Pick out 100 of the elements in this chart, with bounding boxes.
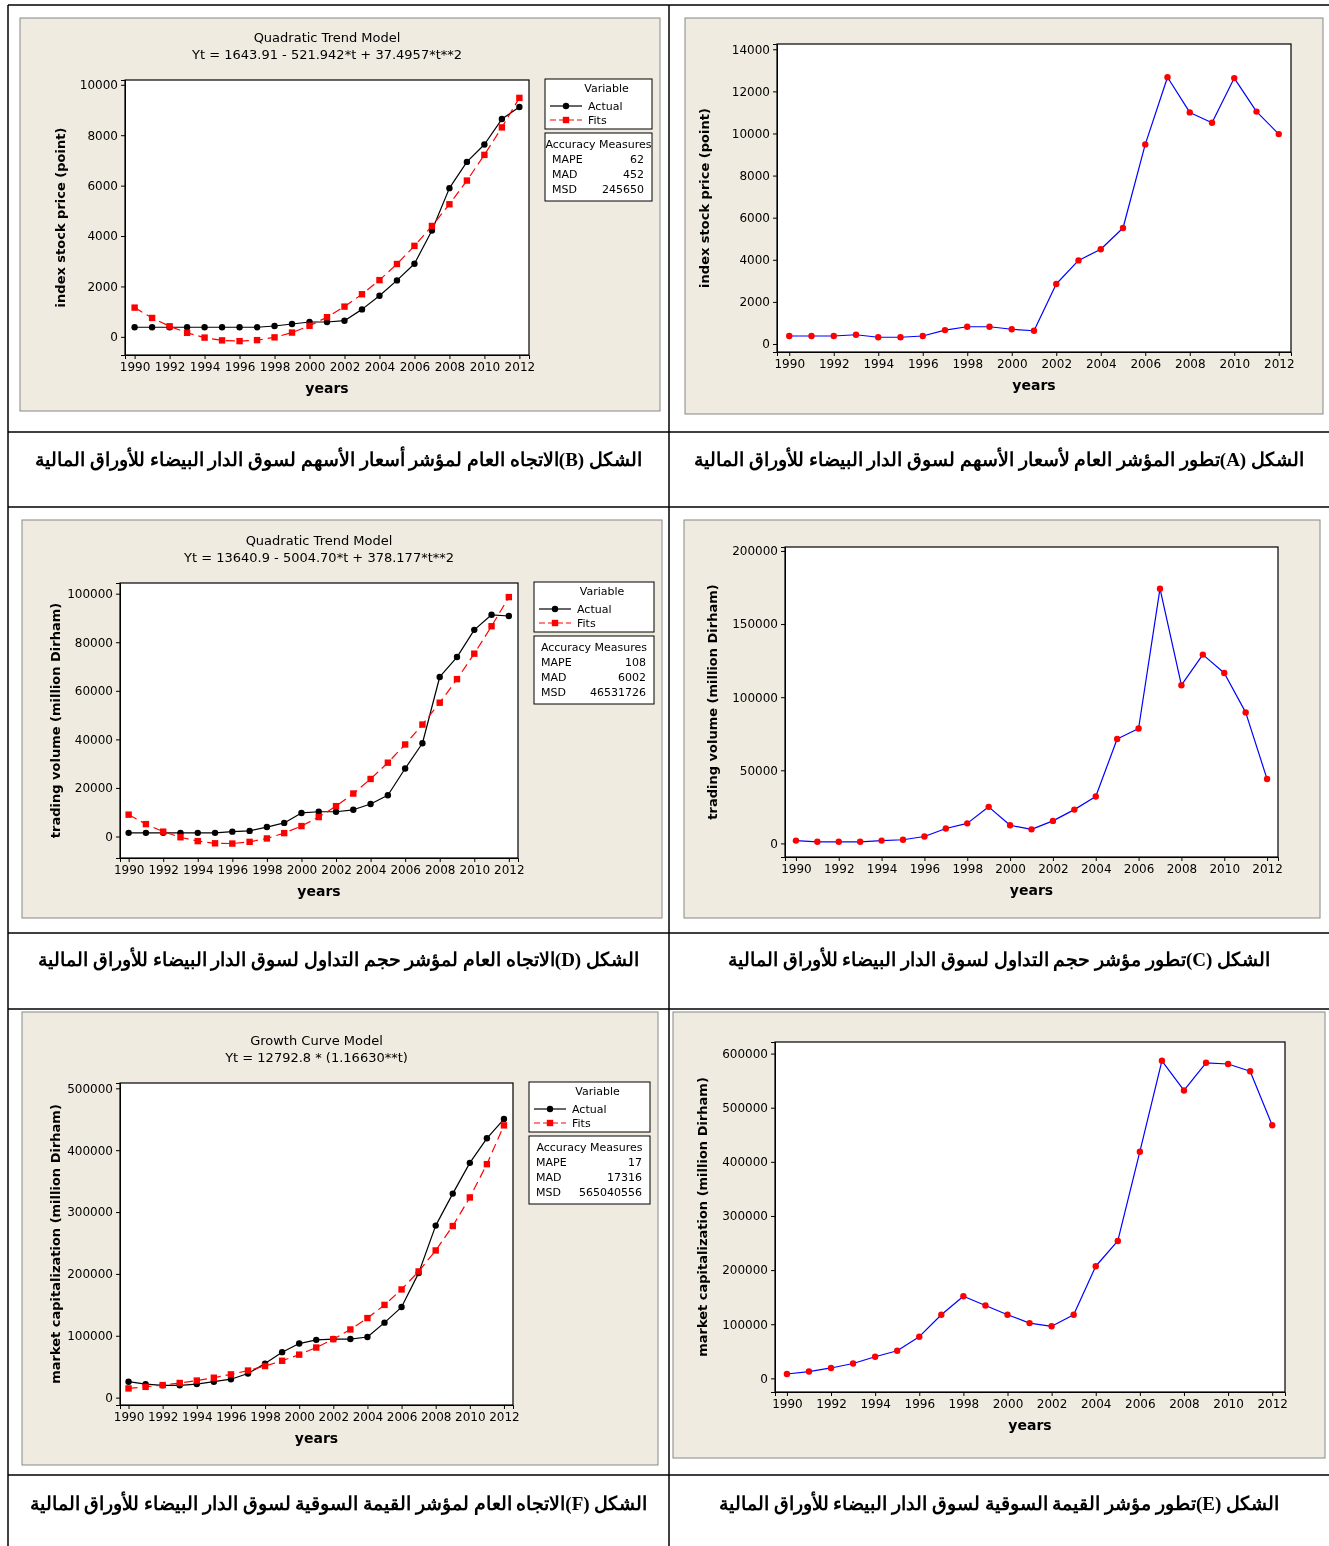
- y-tick-label: 100000: [67, 1329, 113, 1344]
- x-tick-label: 2012: [489, 1409, 520, 1424]
- x-axis-title: years: [1009, 882, 1054, 898]
- y-axis-title: trading volume (million Dirham): [705, 584, 720, 820]
- text: Accuracy Measures: [536, 1141, 643, 1154]
- y-tick-label: 200000: [67, 1267, 113, 1282]
- y-tick-label: 600000: [722, 1046, 768, 1061]
- x-tick-label: 1994: [182, 862, 214, 877]
- y-tick-label: 50000: [739, 763, 778, 778]
- y-tick-label: 6000: [739, 211, 770, 226]
- x-tick-label: 2004: [1085, 356, 1117, 371]
- x-tick-label: 1992: [154, 359, 186, 374]
- x-tick-label: 1994: [189, 359, 221, 374]
- y-tick-label: 4000: [87, 229, 118, 244]
- x-tick-label: 1994: [182, 1409, 213, 1424]
- x-tick-label: 2002: [1038, 861, 1069, 876]
- legend-label: Actual: [572, 1103, 607, 1116]
- y-tick-label: 8000: [739, 168, 770, 183]
- x-tick-label: 2008: [1169, 1396, 1200, 1411]
- y-tick-label: 500000: [67, 1081, 113, 1096]
- x-tick-label: 1990: [781, 861, 812, 876]
- text: الشكل (F)الاتجاه العام لمؤشر القيمة السوقية لسوق الدار البيضاء للأوراق المالية: [28, 1492, 649, 1515]
- chart-title: Quadratic Trend Model: [253, 30, 401, 45]
- y-tick-label: 200000: [732, 544, 778, 559]
- text: MAD 452: [552, 168, 644, 181]
- text: MAD 17316: [536, 1171, 642, 1184]
- y-axis-title: market capitalization (million Dirham): [695, 1077, 710, 1357]
- x-tick-label: 1990: [113, 862, 145, 877]
- y-tick-label: 400000: [722, 1155, 768, 1170]
- x-tick-label: 2002: [329, 359, 361, 374]
- x-tick-label: 1996: [216, 1409, 247, 1424]
- y-tick-label: 100000: [732, 690, 778, 705]
- x-tick-label: 2008: [1166, 861, 1198, 876]
- legend-title: Variable: [579, 585, 625, 598]
- text: الشكل (D)الاتجاه العام لمؤشر حجم التداول لسوق الدار البيضاء للأوراق المالية: [37, 948, 640, 971]
- y-tick-label: 300000: [722, 1209, 768, 1224]
- x-axis-title: years: [1012, 377, 1056, 393]
- x-tick-label: 1998: [952, 356, 984, 371]
- x-tick-label: 1998: [252, 862, 283, 877]
- text: MAPE 108: [541, 656, 646, 669]
- text: الشكل (E)تطور مؤشر القيمة السوقية لسوق الدار البيضاء للأوراق المالية: [717, 1492, 1281, 1515]
- chart-title: Quadratic Trend Model: [245, 533, 393, 548]
- x-tick-label: 1990: [119, 359, 151, 374]
- y-tick-label: 20000: [74, 781, 113, 796]
- x-tick-label: 1992: [148, 862, 179, 877]
- x-tick-label: 1996: [217, 862, 249, 877]
- x-tick-label: 1990: [113, 1409, 145, 1424]
- y-tick-label: 100000: [67, 587, 113, 602]
- y-tick-label: 0: [105, 1390, 113, 1405]
- text: MSD 46531726: [541, 686, 646, 699]
- x-tick-label: 2004: [364, 359, 396, 374]
- x-tick-label: 2010: [459, 862, 491, 877]
- x-tick-label: 1994: [860, 1396, 891, 1411]
- y-axis-title: trading volume (million Dirham): [48, 602, 63, 839]
- legend-label: Fits: [588, 114, 607, 127]
- x-tick-label: 2000: [995, 861, 1026, 876]
- text: Accuracy Measures: [540, 641, 648, 654]
- x-tick-label: 2000: [996, 356, 1028, 371]
- x-tick-label: 1994: [863, 356, 895, 371]
- y-tick-label: 60000: [74, 684, 113, 699]
- x-tick-label: 2008: [1174, 356, 1206, 371]
- text: MAPE 17: [536, 1156, 642, 1169]
- text: MSD 565040556: [536, 1186, 642, 1199]
- x-tick-label: 2010: [1209, 861, 1241, 876]
- y-tick-label: 150000: [732, 617, 778, 632]
- legend-label: Fits: [572, 1117, 591, 1130]
- x-tick-label: 1992: [818, 356, 850, 371]
- y-axis-title: market capitalization (million Dirham): [48, 1104, 63, 1384]
- y-tick-label: 8000: [87, 128, 118, 143]
- x-tick-label: 2006: [399, 359, 431, 374]
- y-tick-label: 80000: [74, 635, 113, 650]
- x-tick-label: 2000: [286, 862, 318, 877]
- x-tick-label: 2002: [1036, 1396, 1068, 1411]
- x-tick-label: 1990: [772, 1396, 803, 1411]
- x-tick-label: 1998: [952, 861, 984, 876]
- x-tick-label: 2012: [1257, 1396, 1288, 1411]
- y-tick-label: 300000: [67, 1205, 113, 1220]
- x-axis-title: years: [294, 1430, 339, 1446]
- y-tick-label: 40000: [74, 732, 113, 747]
- y-tick-label: 6000: [87, 178, 118, 193]
- x-tick-label: 2004: [352, 1409, 384, 1424]
- x-tick-label: 2006: [1123, 861, 1155, 876]
- x-tick-label: 2012: [504, 359, 536, 374]
- x-axis-title: years: [1008, 1417, 1052, 1433]
- x-tick-label: 2012: [1263, 356, 1295, 371]
- x-tick-label: 2008: [424, 862, 456, 877]
- x-tick-label: 1990: [774, 356, 806, 371]
- x-tick-label: 2006: [390, 862, 421, 877]
- x-tick-label: 2002: [321, 862, 352, 877]
- y-tick-label: 0: [770, 836, 778, 851]
- x-tick-label: 2012: [494, 862, 525, 877]
- y-tick-label: 14000: [731, 42, 770, 57]
- x-tick-label: 2006: [1125, 1396, 1156, 1411]
- x-tick-label: 1992: [816, 1396, 847, 1411]
- x-tick-label: 2004: [355, 862, 387, 877]
- chart-subtitle: Yt = 12792.8 * (1.16630**t): [224, 1050, 408, 1065]
- y-tick-label: 500000: [722, 1101, 768, 1116]
- x-tick-label: 2004: [1080, 861, 1112, 876]
- x-tick-label: 1992: [823, 861, 855, 876]
- y-tick-label: 200000: [722, 1263, 768, 1278]
